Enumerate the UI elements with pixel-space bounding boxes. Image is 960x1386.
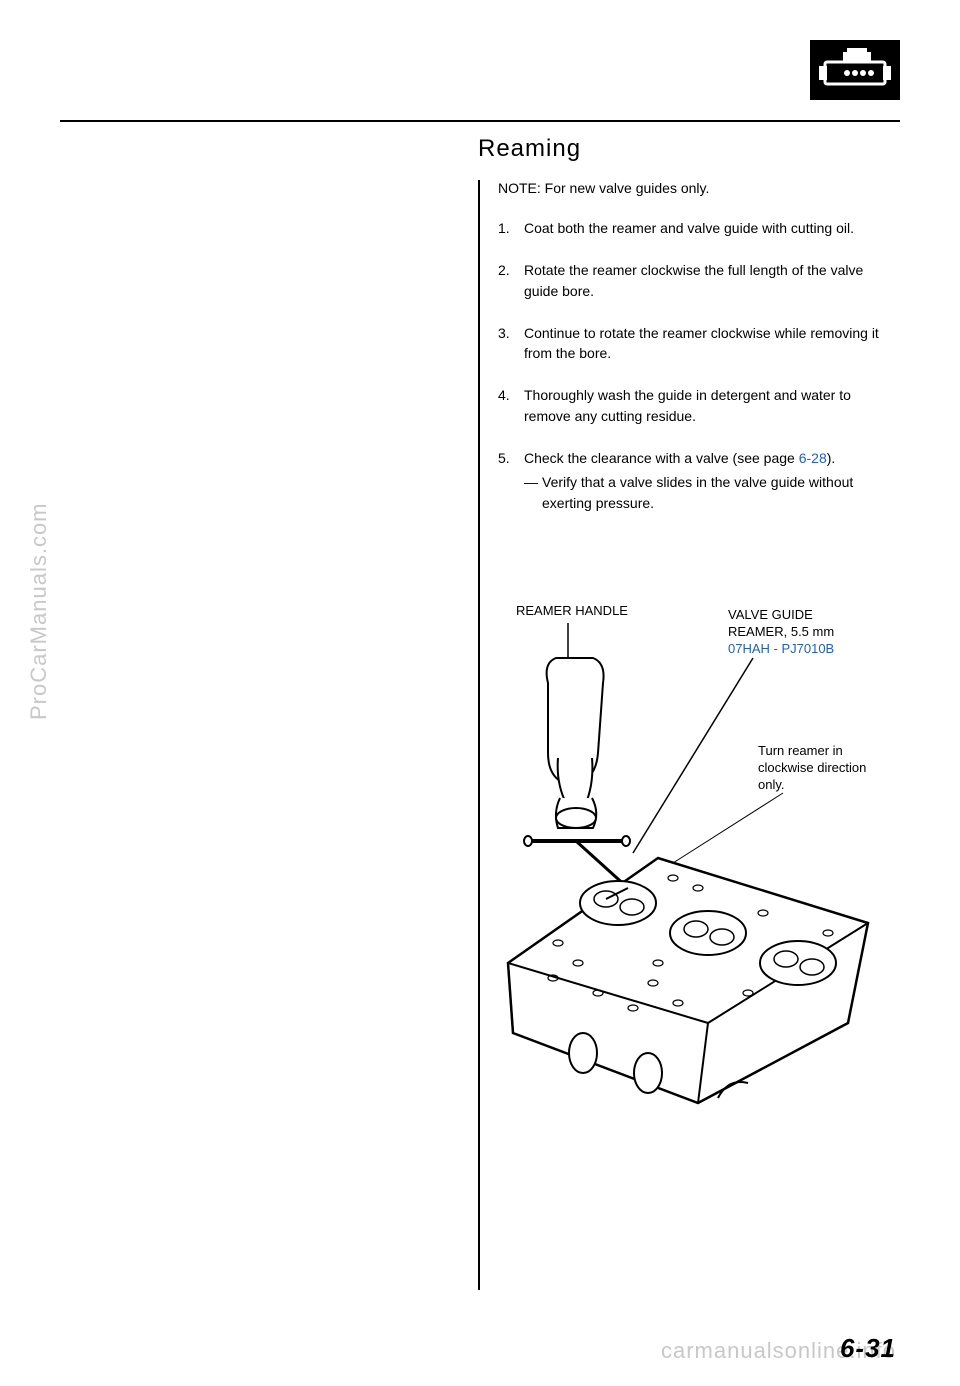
step-text: Rotate the reamer clockwise the full len… — [524, 260, 888, 301]
step-text: Thoroughly wash the guide in detergent a… — [524, 385, 888, 426]
engine-icon — [810, 40, 900, 100]
part-number-link[interactable]: 07HAH - PJ7010B — [728, 641, 834, 656]
step-5: 5. Check the clearance with a valve (see… — [498, 448, 888, 513]
page-number: 6-31 — [840, 1333, 896, 1364]
step-text-part: Check the clearance with a valve (see pa… — [524, 450, 799, 466]
step-number: 3. — [498, 323, 524, 364]
step-1: 1. Coat both the reamer and valve guide … — [498, 218, 888, 238]
turn-note-line3: only. — [758, 777, 785, 792]
step-number: 1. — [498, 218, 524, 238]
turn-note-line1: Turn reamer in — [758, 743, 843, 758]
substep: — Verify that a valve slides in the valv… — [524, 472, 888, 513]
step-number: 5. — [498, 448, 524, 513]
valve-guide-line2: REAMER, 5.5 mm — [728, 624, 834, 639]
step-number: 2. — [498, 260, 524, 301]
step-text: Continue to rotate the reamer clockwise … — [524, 323, 888, 364]
reamer-handle-label: REAMER HANDLE — [516, 603, 628, 620]
turn-note-label: Turn reamer in clockwise direction only. — [758, 743, 888, 794]
step-2: 2. Rotate the reamer clockwise the full … — [498, 260, 888, 301]
page-link[interactable]: 6-28 — [799, 450, 827, 466]
step-4: 4. Thoroughly wash the guide in detergen… — [498, 385, 888, 426]
step-text: Coat both the reamer and valve guide wit… — [524, 218, 888, 238]
reaming-diagram: REAMER HANDLE VALVE GUIDE REAMER, 5.5 mm… — [498, 603, 888, 1123]
horizontal-rule — [60, 120, 900, 122]
substep-text: Verify that a valve slides in the valve … — [542, 472, 888, 513]
valve-guide-line1: VALVE GUIDE — [728, 607, 813, 622]
section-title: Reaming — [478, 135, 581, 163]
cylinder-head-illustration — [498, 603, 888, 1123]
step-text-after: ). — [827, 450, 836, 466]
step-3: 3. Continue to rotate the reamer clockwi… — [498, 323, 888, 364]
step-number: 4. — [498, 385, 524, 426]
dash: — — [524, 472, 542, 513]
note-text: NOTE: For new valve guides only. — [498, 180, 888, 196]
valve-guide-label: VALVE GUIDE REAMER, 5.5 mm 07HAH - PJ701… — [728, 607, 834, 658]
turn-note-line2: clockwise direction — [758, 760, 866, 775]
step-text: Check the clearance with a valve (see pa… — [524, 448, 888, 513]
side-watermark: ProCarManuals.com — [26, 502, 52, 720]
content-column: NOTE: For new valve guides only. 1. Coat… — [478, 180, 888, 1290]
